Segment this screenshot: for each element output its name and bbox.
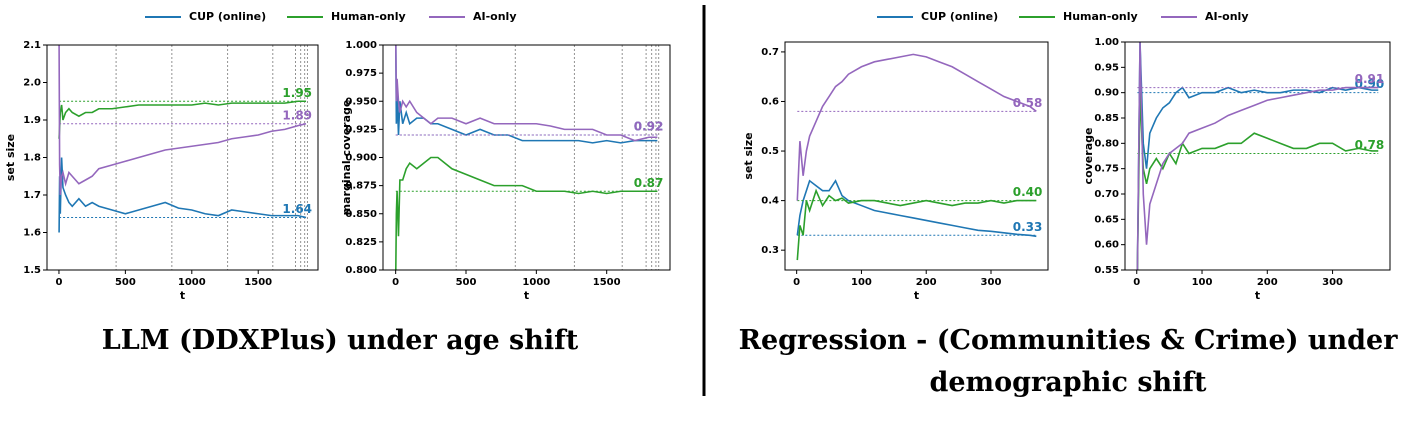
end-value-label: 0.92 <box>634 120 664 134</box>
x-tick-label: 300 <box>1322 277 1343 288</box>
series-line <box>58 45 307 196</box>
series-line <box>796 53 1037 201</box>
legend-label: AI-only <box>1205 10 1249 23</box>
y-tick-label: 1.000 <box>345 40 377 51</box>
legend-label: Human-only <box>331 10 406 23</box>
y-tick-label: 0.55 <box>1094 265 1119 276</box>
y-tick-label: 0.7 <box>761 47 779 58</box>
x-tick-label: 100 <box>851 277 872 288</box>
y-axis-label: set size <box>742 132 755 179</box>
y-axis-label: coverage <box>1082 128 1095 185</box>
x-tick-label: 0 <box>1133 277 1140 288</box>
series-line <box>796 179 1037 238</box>
end-value-label: 0.87 <box>634 176 664 190</box>
y-tick-label: 0.4 <box>761 196 779 207</box>
y-tick-label: 0.60 <box>1094 240 1119 251</box>
series-line <box>1136 92 1379 270</box>
x-tick-label: 1500 <box>593 277 621 288</box>
y-tick-label: 0.65 <box>1094 214 1119 225</box>
end-value-label: 0.40 <box>1013 185 1043 199</box>
y-tick-label: 1.8 <box>23 153 41 164</box>
y-tick-label: 0.900 <box>345 153 377 164</box>
y-tick-label: 0.975 <box>345 68 377 79</box>
y-tick-label: 0.80 <box>1094 138 1119 149</box>
y-tick-label: 0.75 <box>1094 164 1119 175</box>
series-line <box>395 45 658 144</box>
y-tick-label: 0.850 <box>345 209 377 220</box>
x-tick-label: 200 <box>916 277 937 288</box>
plot-frame <box>382 44 671 271</box>
end-value-label: 0.58 <box>1013 96 1043 110</box>
x-tick-label: 1000 <box>178 277 206 288</box>
plot-frame <box>1124 41 1391 271</box>
series-line <box>58 157 307 233</box>
series-line <box>395 156 658 270</box>
y-axis-label: marginal coverage <box>340 100 353 216</box>
y-tick-label: 1.6 <box>23 228 41 239</box>
legend-label: Human-only <box>1063 10 1138 23</box>
end-value-label: 0.33 <box>1013 220 1043 234</box>
end-value-label: 1.89 <box>282 108 312 122</box>
end-value-label: 1.64 <box>282 202 312 216</box>
series-line <box>796 188 1037 261</box>
y-tick-label: 0.925 <box>345 124 377 135</box>
x-tick-label: 1000 <box>522 277 550 288</box>
series-line <box>1136 42 1379 270</box>
y-tick-label: 0.70 <box>1094 189 1119 200</box>
y-tick-label: 0.875 <box>345 181 377 192</box>
y-tick-label: 0.6 <box>761 96 779 107</box>
end-value-label: 0.92 <box>634 120 664 134</box>
plot-frame <box>46 44 319 271</box>
y-tick-label: 0.3 <box>761 245 779 256</box>
series-line <box>395 45 658 142</box>
end-value-label: 1.95 <box>282 86 312 100</box>
y-tick-label: 0.90 <box>1094 88 1119 99</box>
y-tick-label: 1.7 <box>23 190 41 201</box>
y-tick-label: 0.800 <box>345 265 377 276</box>
y-tick-label: 1.5 <box>23 265 41 276</box>
series-line <box>58 100 307 139</box>
y-tick-label: 0.950 <box>345 96 377 107</box>
x-tick-label: 500 <box>115 277 136 288</box>
legend-label: CUP (online) <box>921 10 998 23</box>
caption: LLM (DDXPlus) under age shift <box>101 325 579 356</box>
y-tick-label: 1.00 <box>1094 37 1119 48</box>
y-tick-label: 0.825 <box>345 237 377 248</box>
y-axis-label: set size <box>4 134 17 181</box>
x-tick-label: 100 <box>1192 277 1213 288</box>
legend-label: AI-only <box>473 10 517 23</box>
x-tick-label: 500 <box>456 277 477 288</box>
x-tick-label: 1500 <box>244 277 272 288</box>
x-axis-label: t <box>524 289 529 302</box>
plot-frame <box>784 41 1049 271</box>
x-axis-label: t <box>914 289 919 302</box>
y-tick-label: 2.0 <box>23 78 41 89</box>
x-tick-label: 0 <box>55 277 62 288</box>
legend-label: CUP (online) <box>189 10 266 23</box>
caption: Regression - (Communities & Crime) under… <box>738 325 1398 398</box>
y-tick-label: 0.85 <box>1094 113 1119 124</box>
end-value-label: 0.91 <box>1355 72 1385 86</box>
x-tick-label: 200 <box>1257 277 1278 288</box>
y-tick-label: 0.95 <box>1094 62 1119 73</box>
x-axis-label: t <box>1255 289 1260 302</box>
x-axis-label: t <box>180 289 185 302</box>
y-tick-label: 0.5 <box>761 146 779 157</box>
series-line <box>1136 42 1379 270</box>
y-tick-label: 1.9 <box>23 115 41 126</box>
x-tick-label: 0 <box>392 277 399 288</box>
end-value-label: 0.78 <box>1355 138 1385 152</box>
y-tick-label: 2.1 <box>23 40 41 51</box>
x-tick-label: 0 <box>793 277 800 288</box>
x-tick-label: 300 <box>981 277 1002 288</box>
